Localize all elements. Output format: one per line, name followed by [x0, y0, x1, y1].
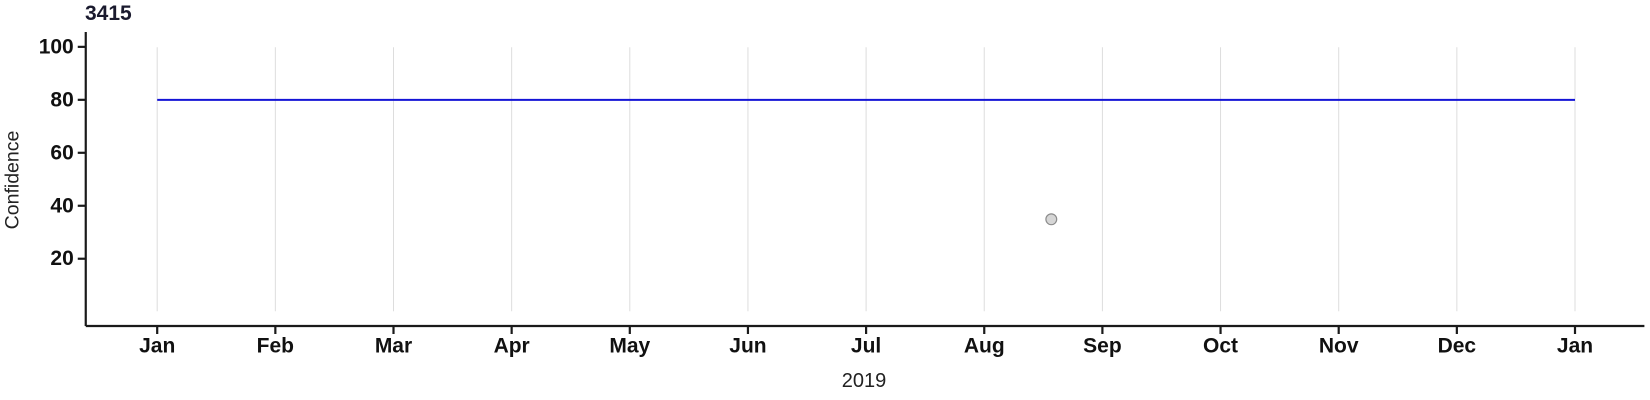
svg-text:Feb: Feb [257, 335, 294, 358]
svg-text:Mar: Mar [375, 335, 412, 358]
svg-text:Nov: Nov [1319, 335, 1359, 358]
svg-text:20: 20 [50, 247, 73, 270]
svg-text:60: 60 [50, 141, 73, 164]
svg-text:Oct: Oct [1203, 335, 1238, 358]
svg-text:Apr: Apr [494, 335, 530, 358]
svg-text:Aug: Aug [964, 335, 1005, 358]
svg-text:Jan: Jan [1557, 335, 1593, 358]
svg-text:Jun: Jun [729, 335, 766, 358]
svg-text:Dec: Dec [1438, 335, 1477, 358]
svg-text:Jan: Jan [139, 335, 175, 358]
svg-text:Sep: Sep [1083, 335, 1122, 358]
svg-text:May: May [609, 335, 650, 358]
svg-text:100: 100 [39, 35, 74, 58]
svg-text:80: 80 [50, 88, 73, 111]
svg-text:Jul: Jul [851, 335, 881, 358]
svg-text:40: 40 [50, 194, 73, 217]
